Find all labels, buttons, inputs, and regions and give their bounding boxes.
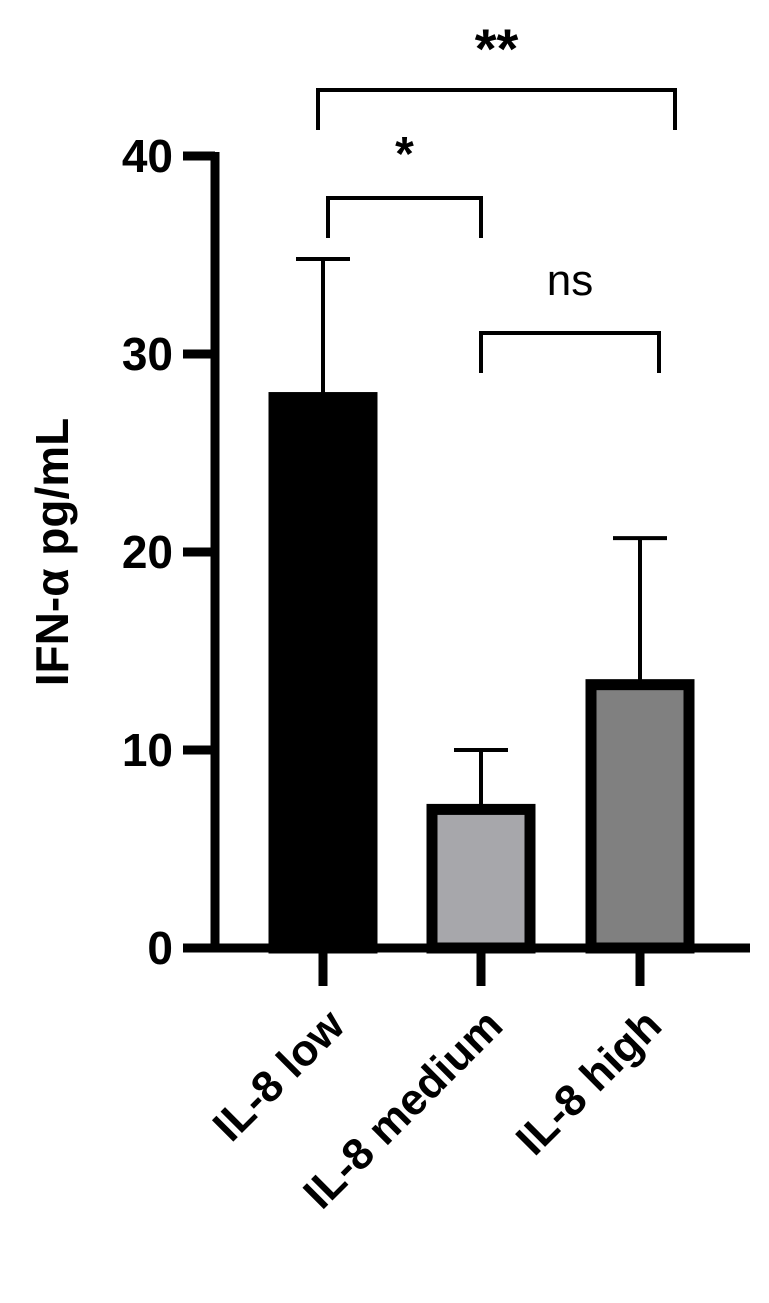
significance-label: ns [547, 256, 593, 305]
significance-label: ** [475, 17, 519, 80]
bar [585, 679, 695, 954]
y-tick-label: 0 [147, 922, 173, 974]
y-tick-label: 30 [122, 328, 173, 380]
significance-label: * [395, 128, 414, 181]
significance-bracket [316, 88, 677, 130]
x-tick-label: IL-8 high [507, 1000, 671, 1164]
bar [426, 803, 536, 954]
significance-bracket [479, 331, 661, 373]
y-axis-label: IFN-α pg/mL [26, 418, 78, 686]
y-tick-label: 10 [122, 724, 173, 776]
x-tick-label: IL-8 low [204, 1000, 355, 1151]
bar [268, 392, 378, 954]
significance-bracket [326, 196, 483, 238]
y-tick-label: 20 [122, 526, 173, 578]
y-tick-label: 40 [122, 130, 173, 182]
